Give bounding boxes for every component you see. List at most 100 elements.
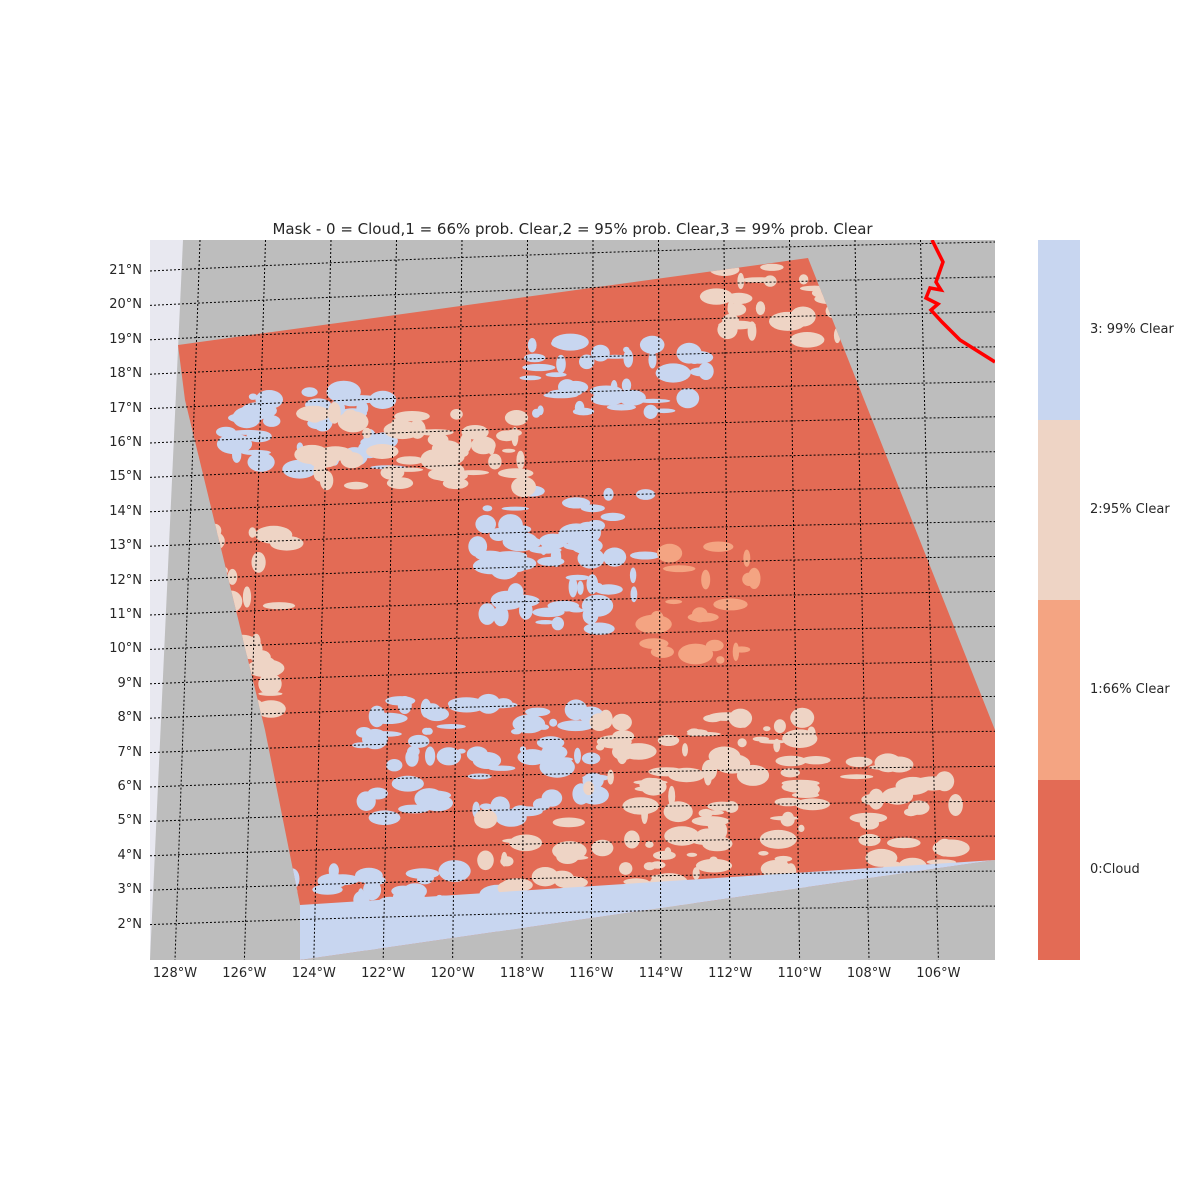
mask-patch xyxy=(472,557,510,575)
mask-patch xyxy=(438,860,471,882)
map-title: Mask - 0 = Cloud,1 = 66% prob. Clear,2 =… xyxy=(272,220,873,238)
longitude-gridline xyxy=(658,240,662,960)
mask-patch xyxy=(874,753,902,773)
mask-patch xyxy=(759,829,797,849)
longitude-label: 128°W xyxy=(152,966,198,981)
mask-patch xyxy=(512,806,543,817)
mask-patch xyxy=(717,320,738,340)
mask-patch xyxy=(562,497,591,509)
mask-patch xyxy=(369,390,397,409)
mask-patch xyxy=(368,810,401,825)
mask-patch xyxy=(759,739,786,744)
mask-patch xyxy=(493,605,509,627)
mask-patch xyxy=(522,363,556,372)
mask-patch xyxy=(511,427,519,447)
mask-patch xyxy=(550,547,562,567)
mask-patch xyxy=(811,786,819,797)
mask-patch xyxy=(713,598,748,611)
mask-patch xyxy=(328,402,341,424)
mask-patch xyxy=(763,726,771,732)
longitude-gridline xyxy=(789,240,801,960)
latitude-label: 20°N xyxy=(109,297,142,313)
mask-patch xyxy=(554,876,588,889)
mask-patch xyxy=(565,574,590,581)
mask-patch xyxy=(668,767,705,783)
longitude-gridline xyxy=(854,240,870,960)
mask-patch xyxy=(577,580,584,595)
mask-patch xyxy=(490,796,510,817)
mask-patch xyxy=(240,449,271,456)
longitude-label: 118°W xyxy=(499,966,545,981)
mask-patch xyxy=(690,359,699,364)
mask-patch xyxy=(517,749,548,766)
mask-patch xyxy=(798,824,805,833)
mask-patch xyxy=(574,747,581,764)
longitude-label: 120°W xyxy=(430,966,475,981)
mask-patch xyxy=(798,274,809,285)
mask-patch xyxy=(255,390,283,409)
mask-patch xyxy=(652,408,676,414)
mask-patch xyxy=(519,375,542,381)
colorbar-label: 1:66% Clear xyxy=(1090,682,1170,697)
mask-patch xyxy=(630,551,661,560)
mask-patch xyxy=(531,867,559,887)
mask-patch xyxy=(247,452,275,472)
mask-patch xyxy=(328,863,339,879)
mask-patch xyxy=(665,599,683,605)
mask-patch xyxy=(775,755,807,767)
mask-patch xyxy=(248,527,257,538)
mask-patch xyxy=(686,729,708,734)
mask-patch xyxy=(568,576,578,598)
mask-patch xyxy=(703,765,713,786)
mask-patch xyxy=(657,734,680,747)
mask-patch xyxy=(470,436,496,455)
mask-patch xyxy=(648,351,657,369)
mask-patch xyxy=(262,602,296,610)
latitude-label: 7°N xyxy=(117,744,143,760)
latitude-label: 21°N xyxy=(109,263,142,278)
mask-patch xyxy=(230,429,266,435)
mask-patch xyxy=(386,477,414,489)
mask-patch xyxy=(773,719,786,734)
mask-patch xyxy=(312,884,343,895)
latitude-label: 12°N xyxy=(109,572,142,588)
outside-projection-area xyxy=(150,240,183,960)
mask-patch xyxy=(551,338,572,349)
mask-patch xyxy=(356,727,372,738)
satellite-swath xyxy=(178,258,995,960)
mask-patch xyxy=(790,707,815,728)
mask-patch xyxy=(317,446,353,461)
mask-patch xyxy=(636,489,656,500)
mask-patch xyxy=(687,612,719,622)
longitude-gridline xyxy=(452,240,463,960)
mask-patch xyxy=(645,841,654,848)
mask-patch xyxy=(535,620,556,625)
mask-patch xyxy=(509,834,543,852)
mask-patch xyxy=(251,552,266,573)
mask-patch xyxy=(501,851,508,867)
mask-patch xyxy=(368,731,402,737)
mask-patch xyxy=(845,756,873,768)
mask-patch xyxy=(552,817,585,828)
mask-patch xyxy=(385,696,416,706)
mask-patch xyxy=(498,468,534,479)
mask-patch xyxy=(537,405,544,416)
mask-patch xyxy=(619,862,633,875)
mask-patch xyxy=(501,506,529,511)
mask-patch xyxy=(706,810,724,815)
mask-patch xyxy=(541,789,563,807)
mask-patch xyxy=(732,642,740,661)
mask-patch xyxy=(849,812,888,824)
mask-patch xyxy=(540,545,547,556)
mask-patch xyxy=(806,798,817,807)
longitude-label: 122°W xyxy=(361,966,406,981)
longitude-gridline xyxy=(723,240,731,960)
colorbar-label: 0:Cloud xyxy=(1090,862,1140,877)
mask-patch xyxy=(342,409,358,423)
mask-patch xyxy=(774,855,793,862)
mask-patch xyxy=(488,453,502,470)
mask-patch xyxy=(475,514,497,534)
mask-patch xyxy=(641,804,648,824)
mask-patch xyxy=(630,586,638,603)
